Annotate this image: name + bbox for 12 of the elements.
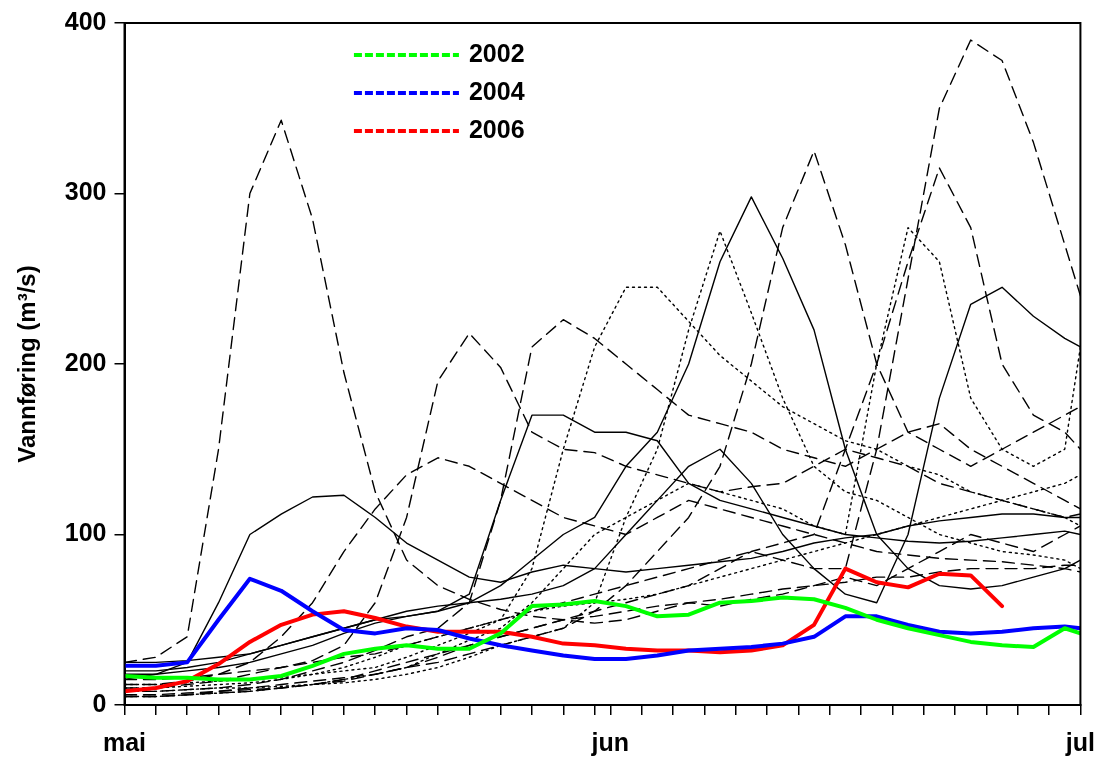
legend-label: 2004 [468,76,525,105]
y-tick-label: 0 [92,688,107,717]
y-tick-label: 100 [64,518,107,547]
y-axis-title: Vannføring (m³/s) [13,265,41,463]
y-tick-label: 200 [64,347,107,376]
x-tick-label: mai [102,727,147,756]
y-tick-label: 400 [64,6,107,35]
legend-label: 2006 [468,114,525,143]
x-tick-label: jul [1064,727,1095,756]
y-tick-label: 300 [64,177,107,206]
x-tick-label: jun [590,727,630,756]
legend-label: 2002 [468,38,525,67]
